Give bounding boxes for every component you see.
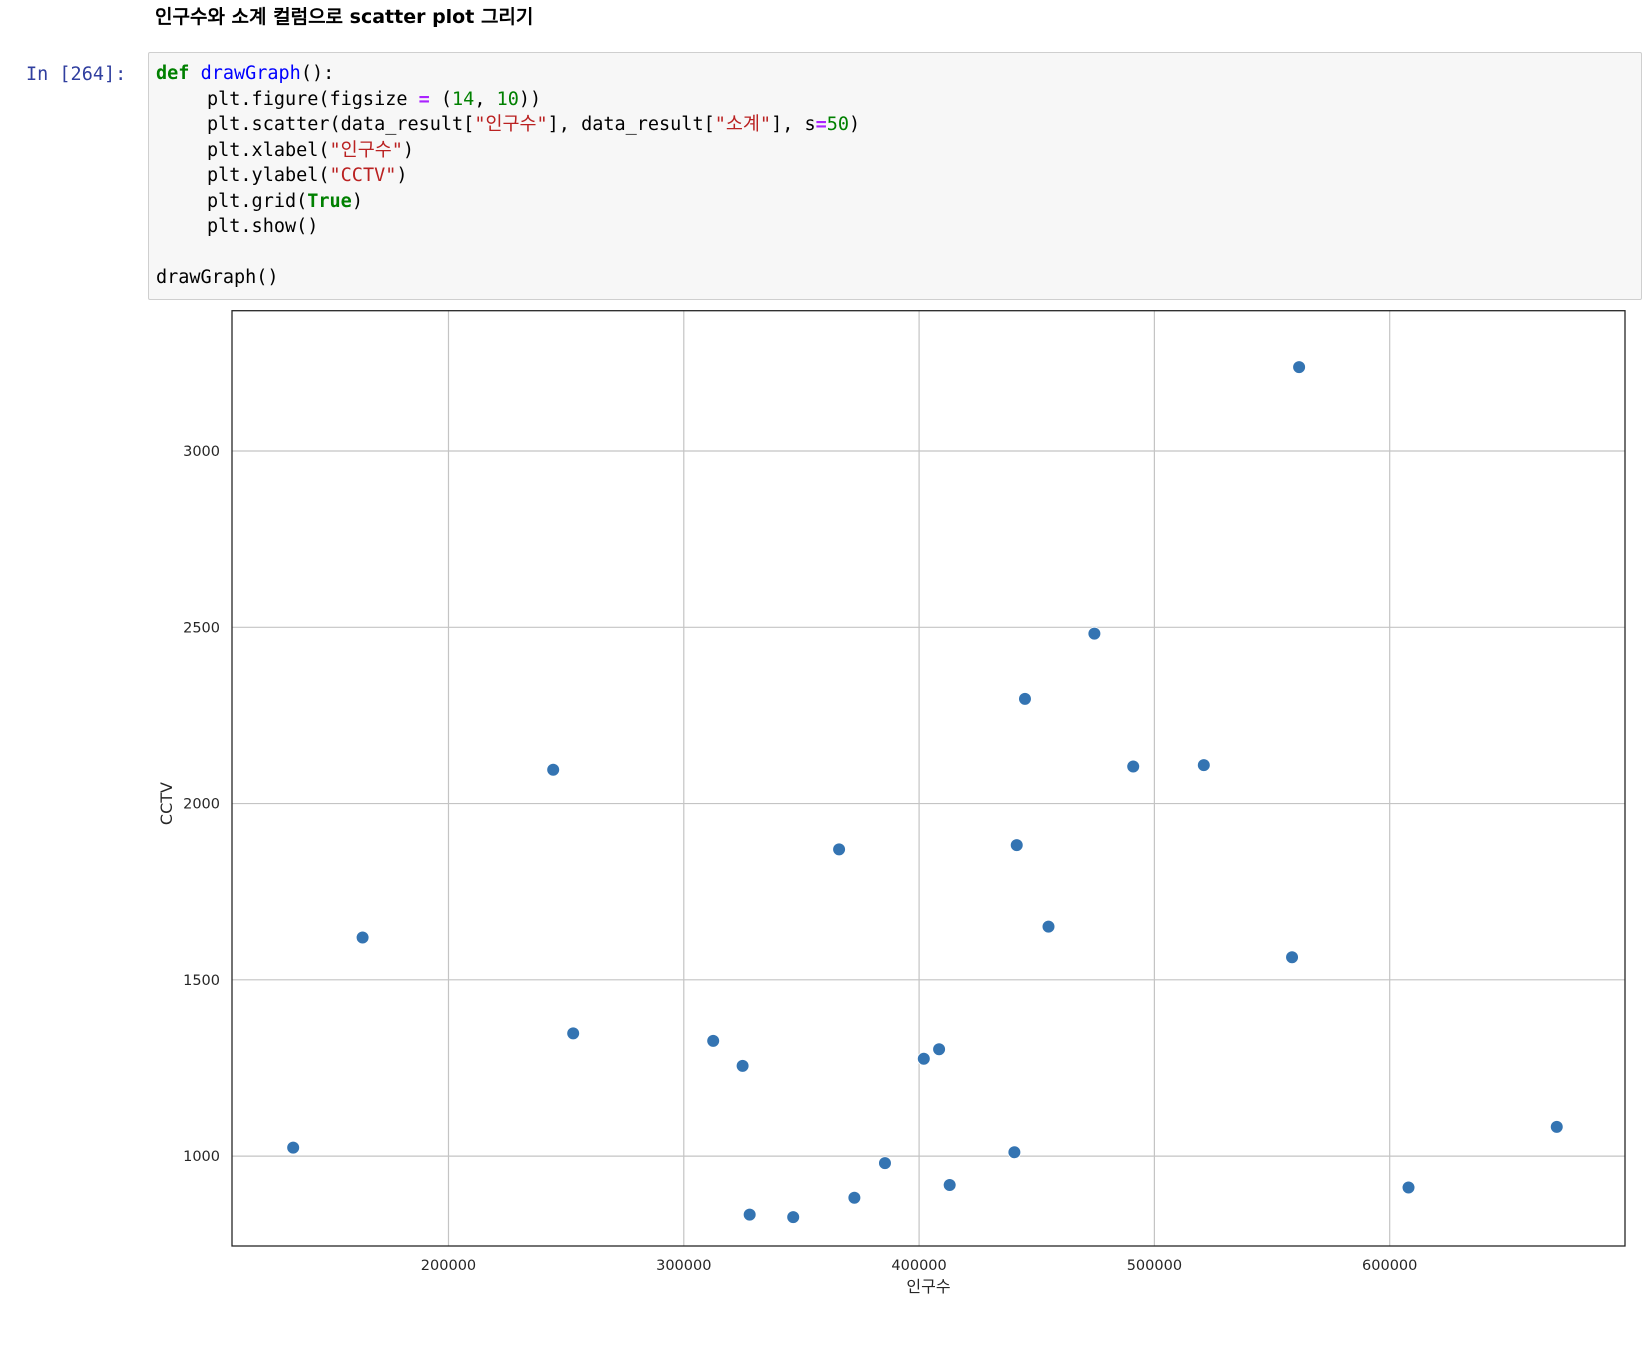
- code-token: (: [429, 88, 453, 110]
- y-tick-label: 1500: [183, 973, 220, 989]
- function-name: drawGraph: [200, 63, 301, 84]
- x-axis-label: 인구수: [906, 1277, 950, 1296]
- code-token: plt.scatter(data_result[: [207, 114, 475, 135]
- code-line-5: plt.ylabel("CCTV"): [156, 163, 860, 189]
- y-tick-label: 3000: [183, 444, 220, 460]
- scatter-point: [355, 930, 370, 945]
- scatter-point: [1126, 759, 1141, 774]
- scatter-point: [286, 1140, 300, 1155]
- data-points: [286, 360, 1564, 1224]
- code-token: ): [351, 190, 363, 212]
- y-axis-label: CCTV: [157, 782, 176, 825]
- scatter-point: [1292, 360, 1306, 374]
- operator-token: =: [418, 88, 430, 110]
- x-tick-label: 500000: [1127, 1258, 1182, 1274]
- scatter-point: [706, 1034, 720, 1048]
- scatter-point: [1549, 1120, 1564, 1134]
- scatter-point: [847, 1190, 862, 1205]
- code-token: plt.grid(: [207, 190, 308, 212]
- axis-ticks: 200000 300000 400000 500000 600000 1000 1500 20…: [183, 444, 1417, 1274]
- scatter-point: [942, 1178, 957, 1192]
- code-line-7: plt.show(): [156, 214, 860, 240]
- code-line-2: plt.figure(figsize = (14, 10)): [156, 87, 860, 113]
- code-token: ,: [474, 88, 497, 110]
- scatter-point: [786, 1210, 801, 1224]
- scatter-point: [916, 1051, 931, 1066]
- scatter-point: [1285, 950, 1299, 965]
- string-token: "인구수": [329, 139, 403, 161]
- scatter-point: [1401, 1180, 1416, 1195]
- code-cell-input[interactable]: def drawGraph(): plt.figure(figsize = (14…: [148, 52, 1642, 300]
- code-token: ): [396, 165, 408, 186]
- code-line-6: plt.grid(True): [156, 189, 860, 215]
- grid-lines: [232, 310, 1625, 1246]
- scatter-point: [1087, 626, 1102, 641]
- x-tick-label: 200000: [421, 1258, 476, 1274]
- string-token: "소계": [714, 114, 772, 135]
- code-token: plt.ylabel(: [207, 165, 330, 186]
- scatter-point: [878, 1156, 892, 1170]
- scatter-point: [1007, 1145, 1022, 1160]
- y-tick-label: 2000: [183, 797, 220, 813]
- code-line-4: plt.xlabel("인구수"): [156, 138, 860, 164]
- string-token: "CCTV": [329, 165, 397, 186]
- code-line-9: drawGraph(): [156, 265, 860, 291]
- number-token: 14: [452, 88, 475, 110]
- code-token: ): [402, 139, 415, 161]
- scatter-point: [1009, 838, 1024, 852]
- x-tick-label: 300000: [656, 1258, 711, 1274]
- cell-output: 200000 300000 400000 500000 600000 1000 1500 20…: [148, 310, 1642, 1342]
- scatter-point: [932, 1042, 946, 1057]
- code-token: ():: [300, 63, 335, 84]
- x-tick-label: 600000: [1362, 1258, 1417, 1274]
- scatter-point: [735, 1059, 750, 1073]
- x-tick-label: 400000: [891, 1258, 946, 1274]
- code-line-blank: [156, 240, 860, 266]
- code-token: )): [518, 88, 542, 110]
- code-block: def drawGraph(): plt.figure(figsize = (14…: [156, 61, 860, 291]
- cell-prompt: In [264]:: [26, 64, 127, 85]
- scatter-point: [742, 1207, 757, 1222]
- code-line-3: plt.scatter(data_result["인구수"], data_res…: [156, 112, 860, 138]
- keyword-true: True: [307, 190, 352, 212]
- number-token: 50: [826, 114, 850, 135]
- scatter-point: [1197, 758, 1211, 772]
- scatter-point: [832, 842, 846, 857]
- scatter-point: [1018, 692, 1032, 706]
- code-token: plt.figure(figsize: [207, 88, 419, 110]
- scatter-point: [566, 1026, 580, 1041]
- y-tick-label: 2500: [183, 620, 220, 636]
- axes-frame: [231, 310, 1626, 1247]
- string-token: "인구수": [474, 114, 548, 135]
- scatter-point: [546, 762, 560, 777]
- code-token: ], s: [771, 114, 816, 135]
- code-line-1: def drawGraph():: [156, 61, 860, 87]
- code-token: plt.xlabel(: [207, 139, 330, 161]
- code-token: drawGraph(): [156, 267, 279, 288]
- number-token: 10: [496, 88, 519, 110]
- y-tick-label: 1000: [183, 1149, 220, 1165]
- keyword-def: def: [156, 63, 190, 84]
- scatter-point: [1041, 919, 1056, 934]
- section-heading: 인구수와 소계 컬럼으로 scatter plot 그리기: [155, 6, 534, 28]
- operator-token: =: [815, 114, 827, 135]
- code-token: ], data_result[: [547, 114, 715, 135]
- code-token: ): [849, 114, 861, 135]
- scatter-plot: 200000 300000 400000 500000 600000 1000 1500 20…: [157, 310, 1626, 1296]
- code-token: plt.show(): [207, 216, 319, 237]
